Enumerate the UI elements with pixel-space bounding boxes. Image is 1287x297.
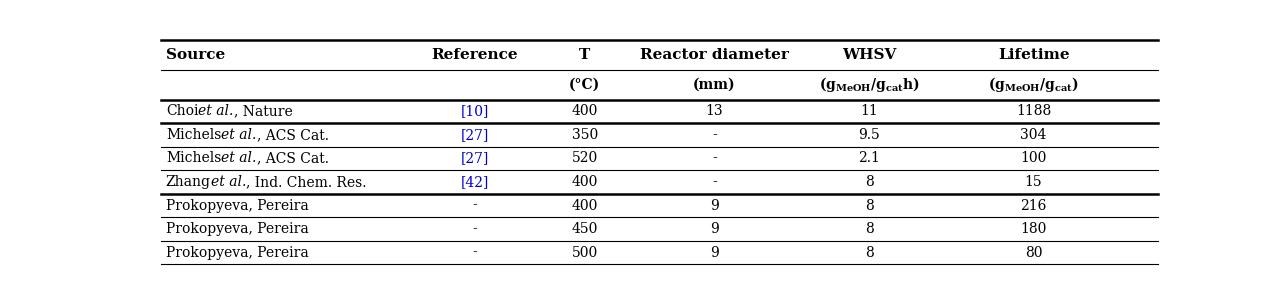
Text: 80: 80	[1024, 246, 1042, 260]
Text: 8: 8	[865, 175, 874, 189]
Text: -: -	[472, 222, 477, 236]
Text: 9.5: 9.5	[858, 128, 880, 142]
Text: 100: 100	[1021, 151, 1046, 165]
Text: (mm): (mm)	[694, 78, 736, 92]
Text: Choi: Choi	[166, 105, 198, 119]
Text: 500: 500	[571, 246, 598, 260]
Text: Michels: Michels	[166, 151, 221, 165]
Text: et al.: et al.	[211, 175, 246, 189]
Text: 180: 180	[1021, 222, 1046, 236]
Text: 400: 400	[571, 198, 598, 213]
Text: Source: Source	[166, 48, 225, 62]
Text: 13: 13	[705, 105, 723, 119]
Text: Michels: Michels	[166, 128, 221, 142]
Text: et al.: et al.	[198, 105, 234, 119]
Text: 9: 9	[710, 222, 719, 236]
Text: Prokopyeva, Pereira: Prokopyeva, Pereira	[166, 198, 309, 213]
Text: Reactor diameter: Reactor diameter	[640, 48, 789, 62]
Text: 8: 8	[865, 198, 874, 213]
Text: -: -	[712, 151, 717, 165]
Text: -: -	[712, 128, 717, 142]
Text: -: -	[712, 175, 717, 189]
Text: 400: 400	[571, 105, 598, 119]
Text: 450: 450	[571, 222, 598, 236]
Text: ($\mathregular{g_{MeOH}/g_{cat}}$h): ($\mathregular{g_{MeOH}/g_{cat}}$h)	[819, 75, 919, 94]
Text: Lifetime: Lifetime	[997, 48, 1069, 62]
Text: 15: 15	[1024, 175, 1042, 189]
Text: 9: 9	[710, 246, 719, 260]
Text: 2.1: 2.1	[858, 151, 880, 165]
Text: et al.: et al.	[221, 151, 256, 165]
Text: WHSV: WHSV	[842, 48, 896, 62]
Text: et al.: et al.	[221, 128, 256, 142]
Text: 400: 400	[571, 175, 598, 189]
Text: , ACS Cat.: , ACS Cat.	[256, 151, 328, 165]
Text: -: -	[472, 198, 477, 213]
Text: 8: 8	[865, 222, 874, 236]
Text: ($\mathregular{g_{MeOH}/g_{cat}}$): ($\mathregular{g_{MeOH}/g_{cat}}$)	[988, 75, 1079, 94]
Text: 9: 9	[710, 198, 719, 213]
Text: Prokopyeva, Pereira: Prokopyeva, Pereira	[166, 222, 309, 236]
Text: 304: 304	[1021, 128, 1046, 142]
Text: T: T	[579, 48, 591, 62]
Text: 216: 216	[1021, 198, 1046, 213]
Text: , Ind. Chem. Res.: , Ind. Chem. Res.	[246, 175, 367, 189]
Text: [27]: [27]	[461, 128, 489, 142]
Text: Prokopyeva, Pereira: Prokopyeva, Pereira	[166, 246, 309, 260]
Text: (°C): (°C)	[569, 78, 601, 92]
Text: -: -	[472, 246, 477, 260]
Text: [10]: [10]	[461, 105, 489, 119]
Text: 520: 520	[571, 151, 598, 165]
Text: Reference: Reference	[431, 48, 519, 62]
Text: , Nature: , Nature	[234, 105, 292, 119]
Text: 8: 8	[865, 246, 874, 260]
Text: 1188: 1188	[1015, 105, 1051, 119]
Text: 350: 350	[571, 128, 598, 142]
Text: [27]: [27]	[461, 151, 489, 165]
Text: 11: 11	[860, 105, 878, 119]
Text: Zhang: Zhang	[166, 175, 211, 189]
Text: , ACS Cat.: , ACS Cat.	[256, 128, 328, 142]
Text: [42]: [42]	[461, 175, 489, 189]
